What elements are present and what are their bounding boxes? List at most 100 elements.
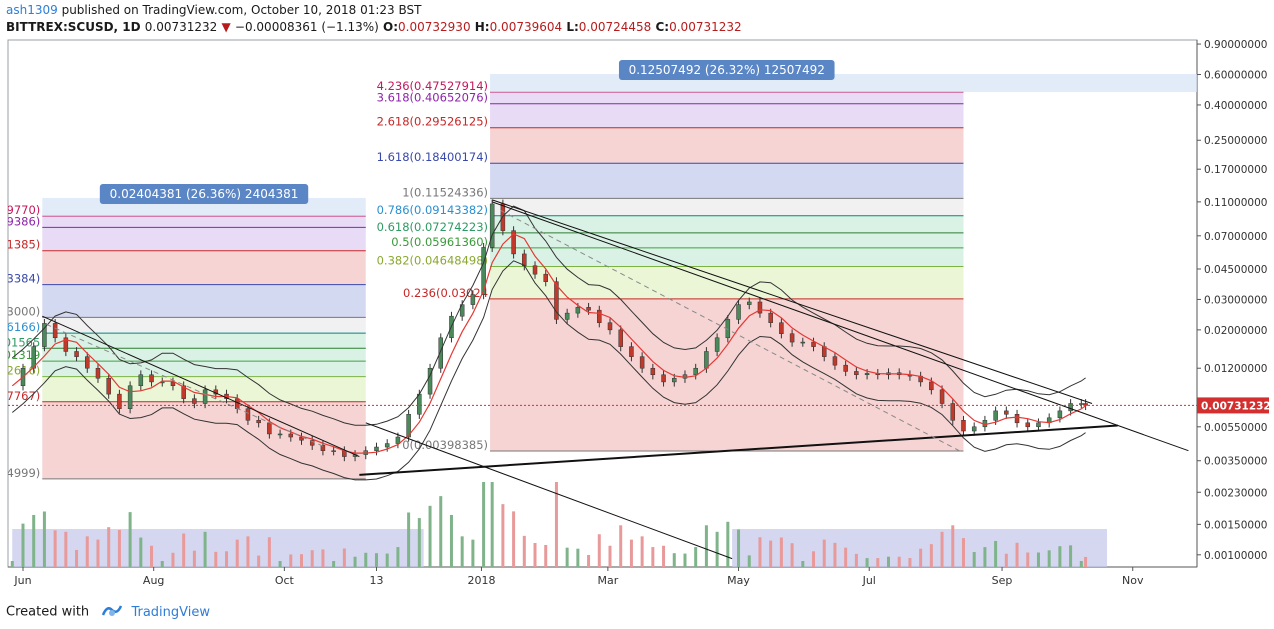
fib1-level-label: 1.618(0.03653384): [0, 272, 40, 286]
candle-body: [320, 445, 326, 451]
candle-body: [395, 436, 401, 444]
volume-bar: [353, 556, 357, 567]
candle-body: [170, 381, 176, 387]
volume-bar: [257, 555, 261, 567]
fib2-measure-badge: [618, 59, 835, 80]
candle-body: [438, 337, 444, 369]
candle-body: [481, 247, 486, 295]
volume-bar: [833, 542, 837, 567]
fib2-zone: [490, 266, 964, 299]
candle-body: [406, 414, 411, 438]
volume-bar: [844, 547, 848, 567]
fib2-measure-label: 0.12507492 (26.32%) 12507492: [629, 63, 825, 77]
candle-body: [575, 307, 581, 314]
fib2-level-label: 0.382(0.04648498): [377, 254, 488, 268]
volume-bar: [715, 531, 719, 567]
volume-bar: [214, 551, 218, 567]
candle-body: [85, 356, 90, 369]
candle-body: [747, 301, 752, 305]
candle-body: [42, 323, 47, 347]
last-price-tag: [1197, 397, 1269, 414]
candle-body: [639, 356, 645, 369]
candle-body: [511, 230, 516, 255]
fib1-zone: [42, 333, 366, 349]
price-tick-label: 0.00230000: [1204, 487, 1267, 499]
volume-bar: [225, 551, 229, 567]
fib1-level-label: 3.618(0.07829386): [0, 214, 40, 228]
ohlc-legend: BITTREX:SCUSD, 1D 0.00731232 ▼ −0.000083…: [6, 20, 742, 34]
fib1-level-label: 2.618(0.05741385): [0, 238, 40, 252]
price-tick-label: 0.90000000: [1204, 39, 1267, 51]
fib2-level-label: 0(0.00398385): [402, 438, 488, 452]
candle-body: [864, 373, 870, 376]
volume-bar: [182, 533, 186, 567]
candle-body: [811, 341, 816, 347]
fib2-level-label: 0.618(0.07274223): [377, 220, 488, 234]
candle-body: [757, 301, 763, 314]
candle-body: [500, 203, 506, 231]
candle-body: [629, 346, 634, 357]
volume-bar: [267, 537, 271, 567]
created-with-text: Created with: [6, 604, 90, 620]
candle-body: [586, 307, 591, 311]
volume-bar: [758, 537, 762, 567]
price-change: −0.00008361 (−1.13%): [234, 20, 379, 34]
price-tick-label: 0.11000000: [1204, 197, 1267, 209]
volume-bar: [897, 556, 901, 567]
volume-bar: [662, 545, 666, 567]
volume-bar: [417, 518, 421, 567]
volume-bar: [565, 547, 569, 567]
volume-bar: [544, 544, 548, 567]
candle-body: [127, 385, 133, 409]
candle-body: [299, 436, 304, 441]
volume-bar: [117, 529, 121, 567]
candle-body: [554, 281, 559, 320]
fib1-level-label: 0(0.00274999): [0, 466, 40, 480]
price-tick-label: 0.25000000: [1204, 135, 1267, 147]
candle-body: [950, 403, 956, 421]
volume-bar: [640, 536, 644, 567]
volume-bar: [64, 531, 68, 567]
volume-bar: [672, 553, 676, 567]
volume-bar: [576, 548, 580, 567]
volume-bar: [1047, 550, 1051, 567]
volume-bar: [374, 553, 378, 567]
candle-body: [192, 398, 197, 404]
candle-body: [117, 393, 122, 409]
volume-bar: [278, 561, 282, 567]
volume-bar: [554, 482, 558, 567]
candle-body: [522, 253, 527, 266]
volume-bar: [737, 529, 741, 567]
author-link[interactable]: ash1309: [6, 3, 58, 17]
candle-body: [1025, 422, 1031, 428]
volume-bar: [160, 561, 164, 567]
candle-body: [854, 371, 859, 376]
fib2-zone: [490, 91, 964, 104]
time-tick-label: Sep: [992, 574, 1013, 587]
volume-bar: [428, 505, 432, 567]
volume-bar: [310, 550, 314, 567]
volume-bar: [929, 544, 933, 567]
candle-body: [1014, 414, 1020, 424]
fib2-level-label: 1(0.11524336): [402, 185, 488, 199]
fib1-zone: [42, 250, 366, 285]
time-tick-label: Jul: [862, 574, 876, 587]
bollinger-lower-line: [11, 260, 1086, 481]
down-arrow-icon: ▼: [221, 20, 231, 34]
time-tick-label: Nov: [1122, 574, 1144, 587]
volume-bar: [192, 550, 196, 567]
fib1-zone: [42, 284, 366, 318]
open-value: 0.00732930: [398, 20, 471, 34]
fib1-measure-label: 0.02404381 (26.36%) 2404381: [110, 187, 299, 201]
volume-bar: [865, 558, 869, 567]
fib2-zone: [490, 103, 964, 128]
volume-bar: [597, 534, 601, 567]
volume-bar: [482, 482, 486, 567]
fib1-zone: [42, 227, 366, 251]
tradingview-link[interactable]: TradingView: [131, 604, 210, 620]
volume-bar: [53, 530, 57, 567]
candle-body: [993, 410, 998, 421]
fib1-zone: [42, 317, 366, 334]
volume-bar: [790, 543, 794, 567]
